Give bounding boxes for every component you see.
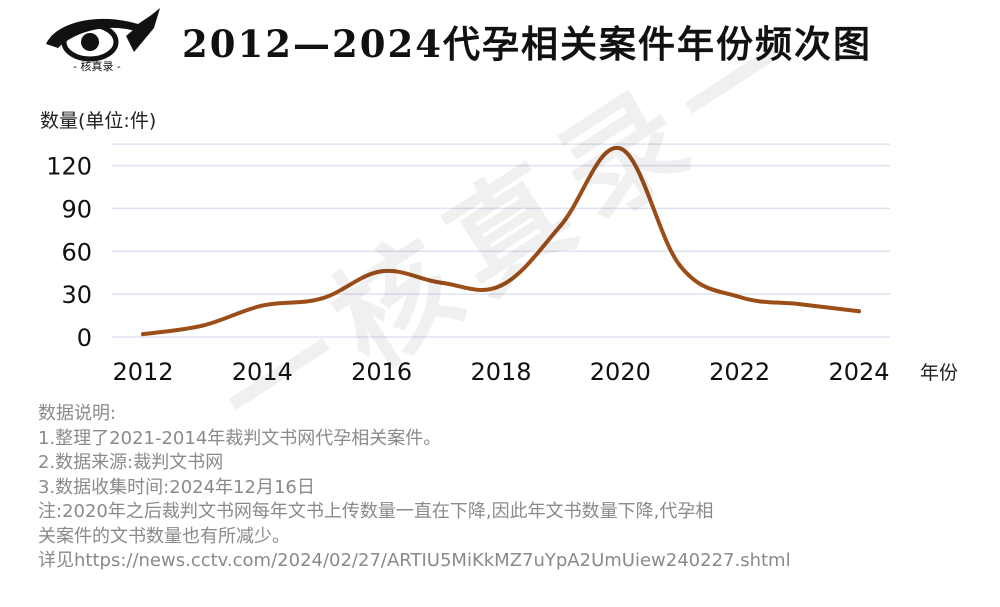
y-tick-label: 120 xyxy=(46,153,92,181)
note-line: 1.整理了2021-2014年裁判文书网代孕相关案件。 xyxy=(38,427,442,449)
x-tick-labels: 2012 2014 2016 2018 2020 2022 2024 xyxy=(112,358,889,386)
x-tick-label: 2018 xyxy=(470,358,531,386)
x-tick-label: 2014 xyxy=(232,358,293,386)
data-point xyxy=(797,302,802,307)
y-axis-label: 数量(单位:件) xyxy=(40,110,157,132)
data-point xyxy=(618,146,623,151)
series-line xyxy=(141,146,861,337)
series-group xyxy=(141,146,861,337)
note-line: 数据说明: xyxy=(38,403,117,424)
data-point xyxy=(439,280,444,285)
chart-title: 2012—2024代孕相关案件年份频次图 xyxy=(182,22,872,66)
data-point xyxy=(379,269,384,274)
x-tick-label: 2016 xyxy=(351,358,412,386)
x-tick-label: 2022 xyxy=(709,358,770,386)
x-axis-label: 年份 xyxy=(920,362,959,384)
note-line: 详见https://news.cctv.com/2024/02/27/ARTIU… xyxy=(38,550,791,571)
data-point xyxy=(857,309,861,314)
data-point xyxy=(260,303,265,308)
note-line: 2.数据来源:裁判文书网 xyxy=(38,452,224,473)
note-line: 关案件的文书数量也有所减少。 xyxy=(38,525,290,547)
data-point xyxy=(320,296,324,301)
data-point xyxy=(200,323,205,328)
y-tick-label: 90 xyxy=(61,195,92,223)
note-line: 注:2020年之后裁判文书网每年文书上传数量一直在下降,因此年文书数量下降,代孕… xyxy=(38,501,714,522)
x-tick-label: 2012 xyxy=(112,358,173,386)
x-tick-label: 2020 xyxy=(590,358,651,386)
data-point xyxy=(558,223,563,228)
data-point xyxy=(141,332,145,337)
y-tick-labels: 0 30 60 90 120 xyxy=(46,153,92,352)
x-tick-label: 2024 xyxy=(828,358,889,386)
grid-lines xyxy=(112,143,890,338)
y-tick-label: 60 xyxy=(61,238,92,266)
data-point xyxy=(499,283,503,288)
logo-text: - 核真录 - xyxy=(73,60,121,73)
y-tick-label: 30 xyxy=(61,281,92,309)
note-line: 3.数据收集时间:2024年12月16日 xyxy=(38,476,315,498)
y-tick-label: 0 xyxy=(77,324,92,352)
data-notes: 数据说明: 1.整理了2021-2014年裁判文书网代孕相关案件。 2.数据来源… xyxy=(38,402,938,574)
data-point xyxy=(678,263,682,268)
data-point xyxy=(737,295,742,299)
hezhenlu-logo xyxy=(46,8,160,62)
